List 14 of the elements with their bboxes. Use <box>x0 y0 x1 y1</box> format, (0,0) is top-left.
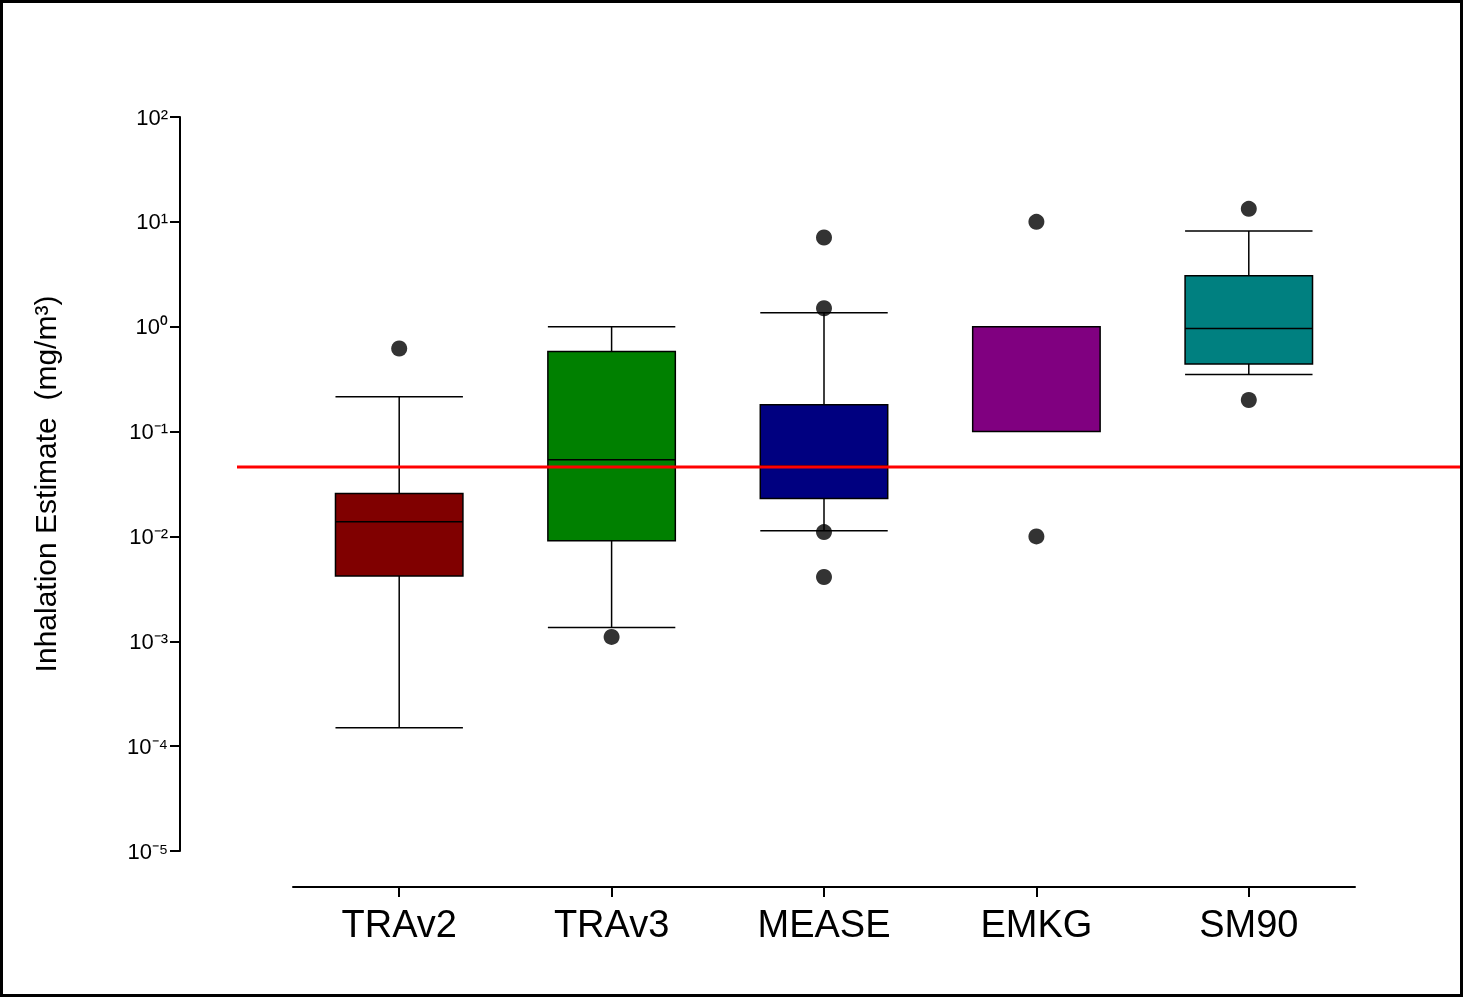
y-tick-label: 10¹ <box>136 209 168 235</box>
x-tick-label: MEASE <box>757 903 891 945</box>
y-tick-label: 10⁻¹ <box>129 419 168 445</box>
y-tick-label: 10⁻⁵ <box>127 838 168 864</box>
y-tick-label: 10² <box>136 104 168 130</box>
y-tick-label: 10⁻³ <box>129 628 168 654</box>
y-tick-label: 10⁻⁴ <box>127 733 168 759</box>
x-tick-label: SM90 <box>1199 903 1299 945</box>
y-axis-title: Inhalation Estimate (mg/m³) <box>28 295 62 673</box>
y-tick-label: 10⁰ <box>135 314 168 340</box>
x-tick-label: TRAv3 <box>553 903 670 945</box>
x-tick-label: EMKG <box>980 903 1093 945</box>
x-tick-label: TRAv2 <box>341 903 457 945</box>
y-tick-label: 10⁻² <box>129 523 168 549</box>
